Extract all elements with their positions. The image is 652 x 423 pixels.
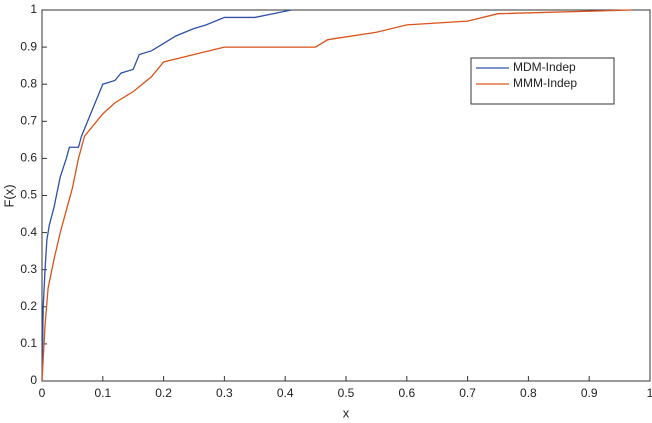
plot-frame — [41, 9, 651, 382]
x-tick-label: 0.4 — [277, 386, 294, 400]
x-tick-label: 0.3 — [216, 386, 233, 400]
x-tick-label: 0.8 — [520, 386, 537, 400]
x-tick-label: 0.2 — [155, 386, 172, 400]
y-tick-label: 0.6 — [20, 151, 37, 165]
y-tick-label: 0 — [30, 373, 37, 387]
y-tick-label: 0.3 — [20, 262, 37, 276]
legend-label: MMM-Indep — [513, 76, 577, 90]
x-tick-label: 0.7 — [459, 386, 476, 400]
legend-box — [470, 57, 615, 105]
y-tick-label: 0.7 — [20, 113, 37, 127]
series-line — [41, 9, 632, 382]
x-tick-label: 0 — [39, 386, 46, 400]
series-line — [41, 9, 292, 382]
y-tick-label: 0.4 — [20, 225, 37, 239]
x-tick-label: 0.6 — [398, 386, 415, 400]
x-axis-title: x — [343, 405, 350, 420]
y-tick-label: 0.8 — [20, 76, 37, 90]
y-tick-label: 0.9 — [20, 39, 37, 53]
y-axis-title: F(x) — [1, 184, 16, 207]
y-tick-label: 1 — [30, 2, 37, 16]
legend-label: MDM-Indep — [513, 60, 576, 74]
y-tick-label: 0.2 — [20, 299, 37, 313]
x-tick-label: 0.1 — [94, 386, 111, 400]
legend: MDM-Indep MMM-Indep — [470, 57, 615, 105]
x-tick-label: 1 — [647, 386, 652, 400]
y-tick-label: 0.5 — [20, 188, 37, 202]
x-tick-label: 0.5 — [338, 386, 355, 400]
x-tick-label: 0.9 — [581, 386, 598, 400]
y-tick-label: 0.1 — [20, 336, 37, 350]
